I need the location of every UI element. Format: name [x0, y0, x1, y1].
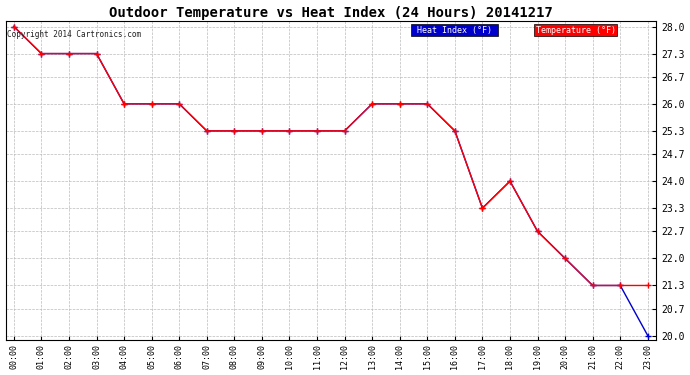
Text: Temperature (°F): Temperature (°F)	[535, 26, 615, 34]
Title: Outdoor Temperature vs Heat Index (24 Hours) 20141217: Outdoor Temperature vs Heat Index (24 Ho…	[109, 6, 553, 20]
Text: Copyright 2014 Cartronics.com: Copyright 2014 Cartronics.com	[7, 30, 141, 39]
Text: Heat Index (°F): Heat Index (°F)	[412, 26, 497, 34]
